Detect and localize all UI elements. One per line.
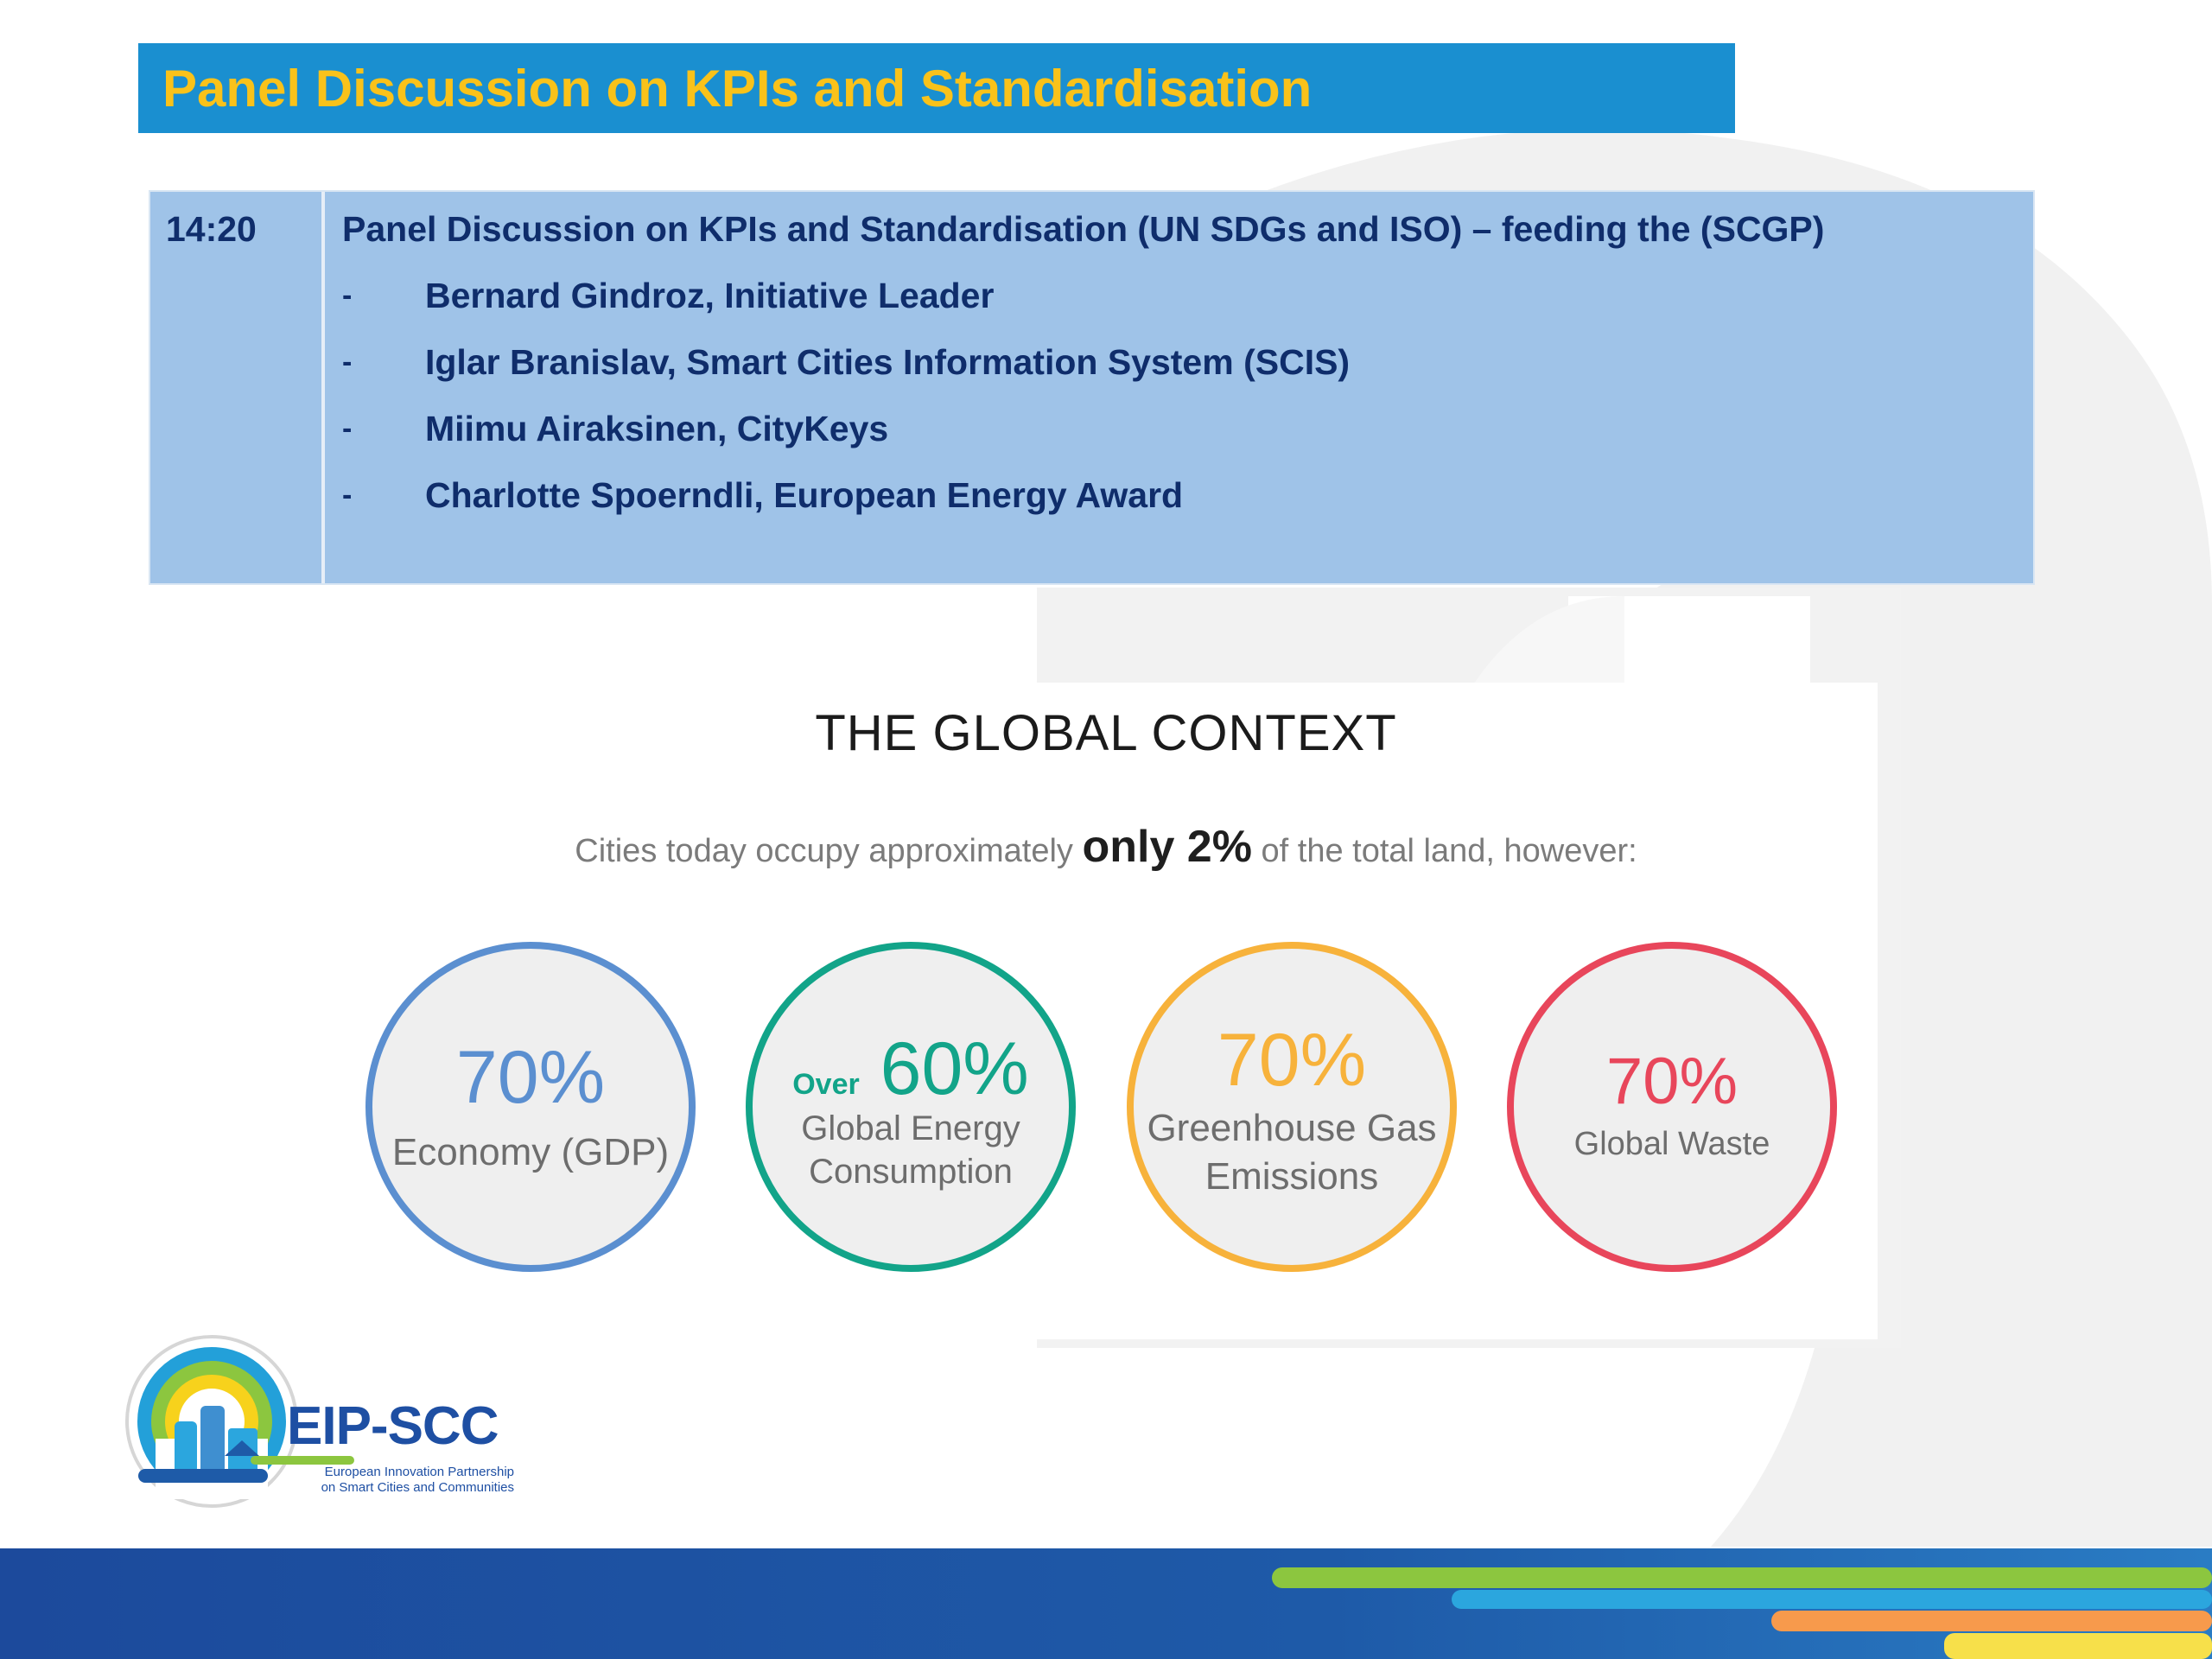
speaker-name: Bernard Gindroz, Initiative Leader: [425, 276, 995, 315]
stat-value: 60%: [880, 1027, 1029, 1110]
slide-title: Panel Discussion on KPIs and Standardisa…: [162, 59, 1313, 118]
stat-circle-economy: 70% Economy (GDP): [365, 942, 696, 1272]
global-context-subtitle: Cities today occupy approximately only 2…: [0, 821, 2212, 873]
footer-band: [0, 1548, 2212, 1659]
stat-label-line2: Consumption: [809, 1153, 1013, 1191]
bullet-dash: -: [342, 412, 353, 445]
stat-value: 70%: [1605, 1045, 1738, 1118]
stat-value-row: Over 60%: [753, 1027, 1069, 1112]
stat-circle-waste: 70% Global Waste: [1507, 942, 1837, 1272]
bullet-dash: -: [342, 279, 353, 312]
stat-label: Greenhouse Gas: [1147, 1107, 1437, 1149]
speaker-name: Miimu Airaksinen, CityKeys: [425, 409, 889, 448]
stat-label: Global Waste: [1573, 1126, 1770, 1162]
agenda-column-divider: [321, 192, 325, 583]
stat-circle-emissions: 70% Greenhouse Gas Emissions: [1127, 942, 1457, 1272]
slide-title-bar: Panel Discussion on KPIs and Standardisa…: [138, 43, 1735, 133]
global-context-title: THE GLOBAL CONTEXT: [815, 705, 1397, 761]
stat-label: Economy (GDP): [391, 1131, 670, 1173]
agenda-table: 14:20 Panel Discussion on KPIs and Stand…: [149, 190, 2035, 585]
stat-value: 70%: [455, 1036, 606, 1119]
stat-value: 70%: [1217, 1019, 1367, 1102]
eip-scc-logo-icon: [125, 1335, 354, 1508]
eip-scc-logo: EIP-SCC European Innovation Partnership …: [121, 1326, 518, 1525]
stat-label: Global Energy: [801, 1109, 1020, 1147]
speaker-name: Iglar Branislav, Smart Cities Informatio…: [425, 342, 1351, 382]
logo-name: EIP-SCC: [287, 1396, 499, 1456]
stat-label-line2: Emissions: [1205, 1155, 1379, 1198]
logo-tagline-2: on Smart Cities and Communities: [321, 1480, 514, 1495]
speaker-name: Charlotte Spoerndli, European Energy Awa…: [425, 475, 1184, 515]
bullet-dash: -: [342, 479, 353, 512]
stat-prefix: Over: [792, 1068, 860, 1101]
agenda-heading: Panel Discussion on KPIs and Standardisa…: [342, 209, 1825, 249]
subtitle-before: Cities today occupy approximately: [575, 833, 1083, 869]
agenda-time: 14:20: [166, 209, 257, 249]
logo-tagline-1: European Innovation Partnership: [324, 1465, 514, 1479]
subtitle-after: of the total land, however:: [1251, 833, 1637, 869]
stat-circle-energy: Over 60% Global Energy Consumption: [746, 942, 1076, 1272]
bullet-dash: -: [342, 346, 353, 378]
subtitle-highlight: only 2%: [1082, 822, 1252, 872]
